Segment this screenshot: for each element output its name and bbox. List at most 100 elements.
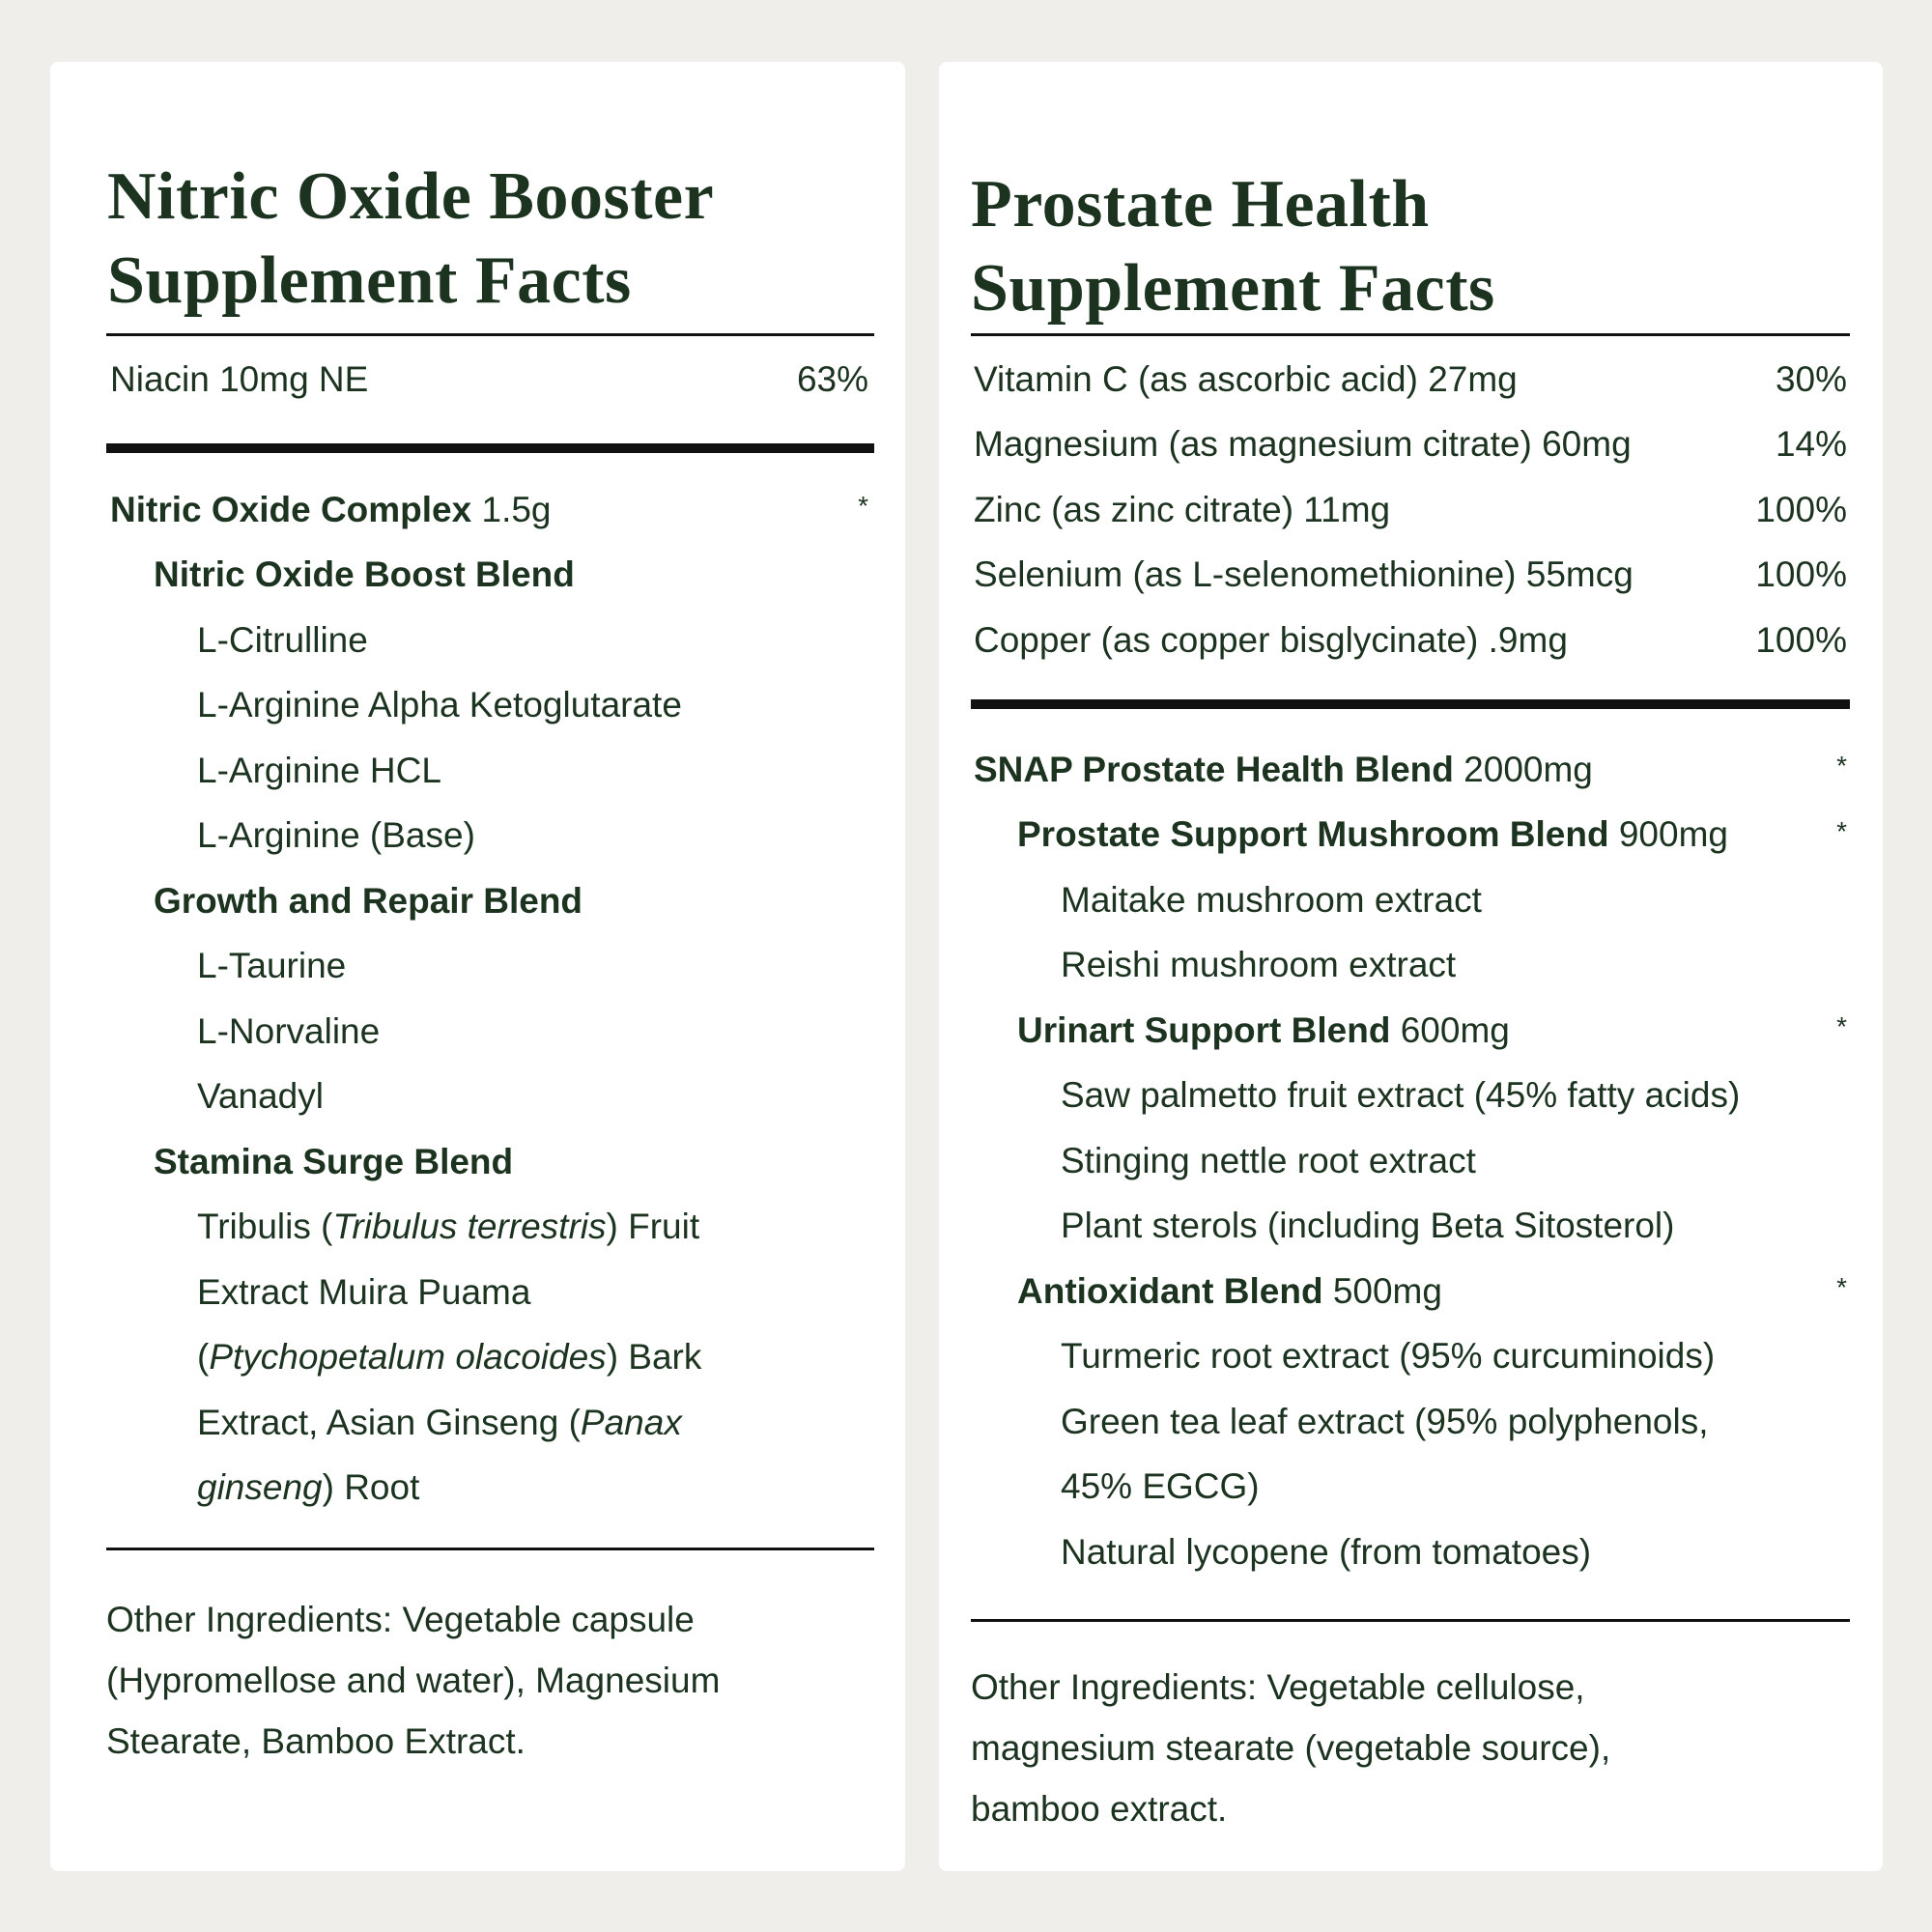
ingredient-row: L-Norvaline [110, 999, 868, 1065]
ingredient-row: ginseng) Root [110, 1456, 868, 1521]
daily-value-percent: 100% [1755, 554, 1847, 595]
ingredient-name: Selenium (as L-selenomethionine) 55mcg [974, 554, 1755, 595]
ingredient-name: SNAP Prostate Health Blend 2000mg [974, 750, 1836, 790]
text-segment: L-Taurine [197, 946, 347, 986]
text-segment: 900mg [1608, 814, 1728, 855]
ingredient-name: Urinart Support Blend 600mg [974, 1010, 1836, 1051]
text-segment: L-Norvaline [197, 1010, 381, 1051]
daily-value-not-established-asterisk: * [1836, 1272, 1847, 1302]
text-segment: Nitric Oxide Boost Blend [154, 554, 575, 595]
blend-row: SNAP Prostate Health Blend 2000mg * [974, 737, 1847, 803]
blend-row: Nitric Oxide Complex 1.5g * [110, 477, 868, 543]
blend-row: Prostate Support Mushroom Blend 900mg * [974, 803, 1847, 868]
ingredient-name: Green tea leaf extract (95% polyphenols, [974, 1402, 1847, 1442]
nutrient-row: Selenium (as L-selenomethionine) 55mcg 10… [974, 543, 1847, 609]
panel-title: Prostate Health Supplement Facts [971, 162, 1495, 330]
text-segment: 600mg [1390, 1009, 1510, 1050]
ingredient-row: L-Arginine Alpha Ketoglutarate [110, 673, 868, 739]
title-line: Supplement Facts [971, 251, 1495, 326]
text-segment: Panax [580, 1402, 682, 1442]
text-segment: Magnesium (as magnesium citrate) 60mg [974, 424, 1632, 465]
text-segment: ) Root [322, 1467, 420, 1508]
vitamin-list: Niacin 10mg NE 63% [110, 347, 868, 412]
text-segment: 500mg [1322, 1270, 1442, 1311]
ingredient-name: Stamina Surge Blend [110, 1142, 868, 1182]
other-line: Stearate, Bamboo Extract. [106, 1721, 526, 1761]
blend-row: Stamina Surge Blend [110, 1129, 868, 1195]
ingredient-row: 45% EGCG) [974, 1455, 1847, 1520]
ingredient-name: Natural lycopene (from tomatoes) [974, 1532, 1847, 1573]
blend-list: SNAP Prostate Health Blend 2000mg * Prosta… [974, 737, 1847, 1585]
ingredient-row: Maitake mushroom extract [974, 867, 1847, 933]
ingredient-name: Nitric Oxide Boost Blend [110, 554, 868, 595]
nutrient-row: Niacin 10mg NE 63% [110, 347, 868, 412]
text-segment: Green tea leaf extract (95% polyphenols, [1061, 1401, 1709, 1441]
ingredient-name: L-Arginine Alpha Ketoglutarate [110, 685, 868, 725]
nutrient-row: Magnesium (as magnesium citrate) 60mg 14% [974, 412, 1847, 478]
ingredient-row: L-Arginine HCL [110, 738, 868, 804]
text-segment: 2000mg [1453, 749, 1593, 789]
blend-row: Nitric Oxide Boost Blend [110, 543, 868, 609]
ingredient-row: Extract Muira Puama [110, 1260, 868, 1325]
blend-row: Growth and Repair Blend [110, 868, 868, 934]
ingredient-row: Saw palmetto fruit extract (45% fatty ac… [974, 1064, 1847, 1129]
ingredient-name: Growth and Repair Blend [110, 881, 868, 922]
text-segment: Nitric Oxide Complex [110, 489, 472, 529]
vitamin-list: Vitamin C (as ascorbic acid) 27mg 30% Magn… [974, 347, 1847, 673]
ingredient-name: L-Norvaline [110, 1011, 868, 1052]
text-segment: L-Arginine HCL [197, 750, 441, 790]
text-segment: Extract, Asian Ginseng ( [197, 1402, 581, 1442]
nitric-oxide-facts-panel: Nitric Oxide Booster Supplement Facts Ni… [50, 62, 905, 1871]
ingredient-name: Prostate Support Mushroom Blend 900mg [974, 814, 1836, 855]
other-line: magnesium stearate (vegetable source), [971, 1728, 1611, 1768]
other-line: Other Ingredients: Vegetable cellulose, [971, 1667, 1585, 1707]
daily-value-percent: 100% [1755, 489, 1847, 529]
blend-row: Antioxidant Blend 500mg * [974, 1259, 1847, 1324]
ingredient-row: Stinging nettle root extract [974, 1128, 1847, 1194]
blend-list: Nitric Oxide Complex 1.5g * Nitric Oxide B… [110, 477, 868, 1520]
divider [971, 333, 1850, 336]
ingredient-row: (Ptychopetalum olacoides) Bark [110, 1325, 868, 1391]
text-segment: Growth and Repair Blend [154, 880, 583, 921]
text-segment: Natural lycopene (from tomatoes) [1061, 1531, 1592, 1572]
text-segment: ginseng [197, 1467, 323, 1508]
text-segment: L-Arginine (Base) [197, 815, 475, 856]
ingredient-name: Reishi mushroom extract [974, 945, 1847, 985]
ingredient-name: Extract Muira Puama [110, 1272, 868, 1313]
other-line: Other Ingredients: Vegetable capsule [106, 1600, 695, 1639]
panel-title: Nitric Oxide Booster Supplement Facts [107, 155, 714, 323]
ingredient-row: Green tea leaf extract (95% polyphenols, [974, 1389, 1847, 1455]
ingredient-name: Magnesium (as magnesium citrate) 60mg [974, 424, 1776, 465]
divider [971, 1619, 1850, 1622]
other-line: (Hypromellose and water), Magnesium [106, 1661, 721, 1700]
ingredient-name: Antioxidant Blend 500mg [974, 1271, 1836, 1312]
daily-value-percent: 30% [1775, 358, 1847, 399]
ingredient-row: L-Taurine [110, 934, 868, 1000]
text-segment: L-Arginine Alpha Ketoglutarate [197, 685, 682, 725]
ingredient-name: Tribulis (Tribulus terrestris) Fruit [110, 1207, 868, 1247]
text-segment: SNAP Prostate Health Blend [974, 749, 1454, 789]
text-segment: Ptychopetalum olacoides [209, 1337, 607, 1378]
text-segment: Plant sterols (including Beta Sitosterol… [1061, 1206, 1675, 1246]
daily-value-not-established-asterisk: * [1836, 1011, 1847, 1041]
text-segment: Vanadyl [197, 1076, 324, 1117]
ingredient-name: ginseng) Root [110, 1467, 868, 1508]
text-segment: Reishi mushroom extract [1061, 945, 1457, 985]
text-segment: L-Citrulline [197, 619, 368, 660]
text-segment: ( [197, 1337, 210, 1378]
ingredient-name: Maitake mushroom extract [974, 880, 1847, 921]
title-line: Supplement Facts [107, 243, 632, 318]
daily-value-percent: 100% [1755, 619, 1847, 660]
ingredient-name: Saw palmetto fruit extract (45% fatty ac… [974, 1075, 1847, 1116]
text-segment: Urinart Support Blend [1017, 1009, 1391, 1050]
blend-row: Urinart Support Blend 600mg * [974, 998, 1847, 1064]
ingredient-row: Reishi mushroom extract [974, 933, 1847, 999]
nutrient-row: Vitamin C (as ascorbic acid) 27mg 30% [974, 347, 1847, 412]
prostate-health-facts-panel: Prostate Health Supplement Facts Vitamin… [939, 62, 1883, 1871]
other-line: bamboo extract. [971, 1789, 1228, 1829]
ingredient-row: Tribulis (Tribulus terrestris) Fruit [110, 1195, 868, 1261]
ingredient-row: Natural lycopene (from tomatoes) [974, 1520, 1847, 1585]
text-segment: Turmeric root extract (95% curcuminoids) [1061, 1336, 1716, 1377]
nutrient-row: Zinc (as zinc citrate) 11mg 100% [974, 477, 1847, 543]
daily-value-percent: 14% [1775, 424, 1847, 465]
